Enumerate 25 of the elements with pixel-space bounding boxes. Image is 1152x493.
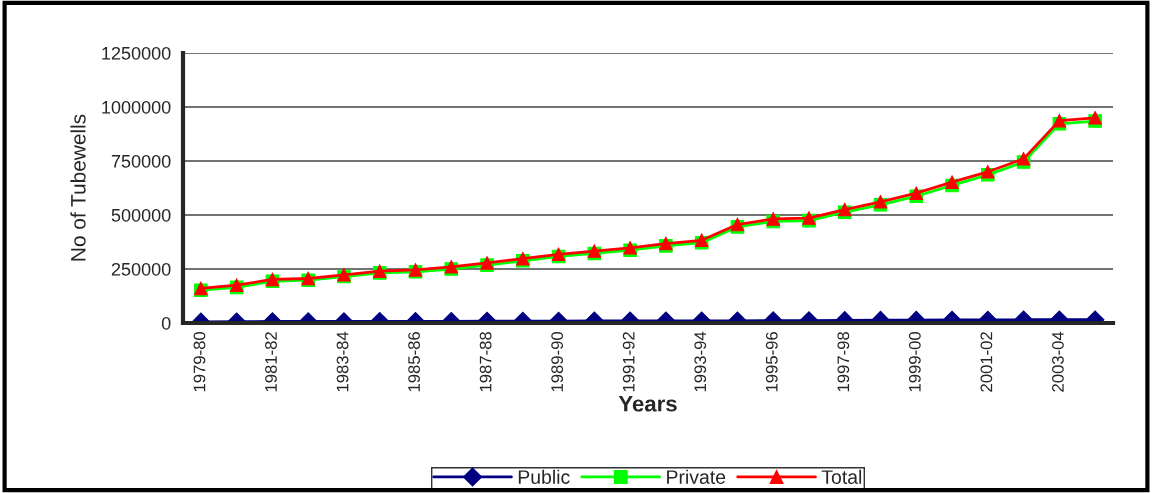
y-tick-label: 250000	[111, 262, 171, 276]
x-tick-label: 2001-02	[980, 332, 993, 392]
x-tick-label: 1991-92	[622, 332, 635, 392]
x-tick-label: 1995-96	[765, 332, 778, 392]
x-tick-label: 1999-00	[908, 331, 921, 392]
x-tick-label: 1985-86	[408, 332, 420, 392]
y-tick-label: 0	[161, 316, 171, 330]
legend-label: Total	[821, 469, 862, 484]
y-tick-label: 1000000	[102, 100, 171, 114]
legend-label: Public	[518, 469, 570, 484]
x-tick-label: 2003-04	[1052, 331, 1064, 392]
x-tick-label: 1981-82	[265, 332, 277, 392]
x-tick-label: 1983-84	[336, 331, 349, 392]
x-axis-title: Years	[618, 396, 677, 412]
x-tick-label: 1987-88	[479, 332, 492, 392]
x-tick-label: 1993-94	[694, 331, 707, 392]
y-tick-label: 750000	[111, 154, 171, 168]
y-tick-label: 500000	[111, 208, 171, 222]
x-tick-label: 1989-90	[551, 331, 564, 392]
point	[945, 175, 959, 189]
x-tick-label: 1979-80	[193, 331, 206, 392]
legend-label: Private	[667, 469, 726, 484]
y-tick-label: 1250000	[102, 46, 171, 60]
y-axis-title: No of Tubewells	[70, 114, 86, 261]
x-tick-label: 1997-98	[837, 332, 850, 392]
